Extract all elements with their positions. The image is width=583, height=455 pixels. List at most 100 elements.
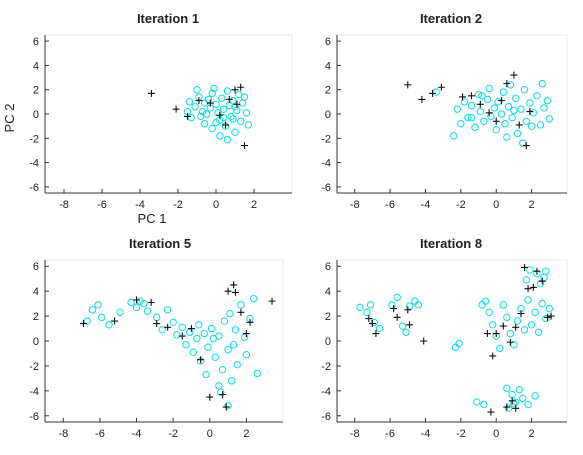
cyan-circle-point — [105, 321, 113, 329]
y-tick-label: 4 — [33, 286, 39, 298]
plus-marker-point — [195, 97, 203, 105]
cyan-circle-point — [515, 385, 523, 394]
cyan-circle-point — [467, 101, 476, 110]
y-tick-label: -4 — [321, 158, 331, 170]
plus-marker-point — [206, 99, 214, 107]
x-tick-label: -6 — [97, 199, 107, 211]
cyan-circle-point — [370, 318, 378, 327]
cyan-circle-point — [238, 99, 247, 107]
x-tick-label: -4 — [421, 428, 431, 440]
plus-marker-point — [365, 315, 373, 323]
cyan-circle-point — [529, 109, 538, 117]
cyan-circle-point — [488, 321, 497, 329]
x-tick-label: 0 — [493, 199, 499, 211]
cyan-circle-point — [536, 279, 545, 288]
cyan-circle-point — [116, 308, 124, 317]
x-tick-label: -8 — [350, 428, 360, 440]
plus-marker-point — [522, 142, 530, 150]
cyan-circle-point — [522, 117, 531, 125]
panel-title: Iteration 1 — [137, 11, 199, 26]
cyan-circle-point — [473, 398, 481, 406]
plus-marker-point — [231, 288, 239, 296]
plus-marker-point — [111, 317, 119, 325]
plus-marker-point — [533, 267, 541, 275]
plus-marker-point — [547, 312, 555, 320]
cyan-circle-point — [94, 301, 102, 309]
cyan-circle-point — [478, 92, 486, 100]
cyan-circle-point — [209, 334, 218, 343]
plus-marker-point — [418, 95, 426, 103]
cyan-circle-point — [223, 87, 232, 95]
plus-marker-point — [233, 100, 241, 108]
cyan-circle-point — [499, 301, 508, 309]
x-tick-label: -6 — [385, 428, 395, 440]
panel-title: Iteration 5 — [129, 236, 191, 251]
cyan-circle-point — [414, 301, 423, 309]
cyan-circle-point — [511, 94, 520, 102]
cyan-circle-point — [211, 353, 219, 361]
y-axis-label: PC 2 — [2, 104, 17, 133]
cyan-circle-point — [450, 132, 458, 140]
cyan-circle-point — [504, 404, 513, 412]
cyan-circle-point — [202, 110, 211, 118]
cyan-circle-point — [195, 321, 203, 329]
x-tick-label: 2 — [529, 199, 535, 211]
cyan-circle-point — [520, 326, 529, 334]
plus-marker-point — [178, 332, 186, 340]
x-tick-label: -2 — [168, 428, 178, 440]
cyan-circle-point — [534, 328, 543, 336]
cyan-circle-point — [193, 85, 201, 94]
cyan-circle-point — [356, 303, 364, 312]
plus-marker-point — [153, 320, 161, 328]
y-tick-label: -4 — [321, 386, 331, 398]
plus-marker-point — [147, 298, 155, 306]
plus-marker-point — [231, 86, 239, 94]
x-axis-label: PC 1 — [138, 211, 167, 226]
plus-marker-point — [508, 397, 516, 405]
plus-marker-point — [372, 330, 380, 338]
cyan-circle-point — [237, 117, 245, 125]
x-tick-label: -8 — [350, 199, 360, 211]
cyan-circle-point — [455, 339, 463, 348]
cyan-circle-point — [520, 85, 529, 94]
cyan-circle-point — [506, 81, 515, 89]
x-ticks: -8 -6 -4 -2 0 2 — [59, 189, 257, 211]
cyan-circle-point — [140, 299, 148, 308]
plus-marker-point — [420, 337, 428, 345]
plus-marker-point — [393, 313, 401, 321]
cyan-circle-point — [531, 392, 539, 400]
cyan-circle-point — [224, 346, 232, 354]
y-tick-label: 0 — [33, 336, 39, 348]
plus-marker-point — [521, 263, 529, 271]
cyan-circle-point — [218, 365, 227, 374]
cyan-circle-point — [453, 105, 462, 113]
cyan-circle-point — [480, 117, 488, 125]
cyan-circle-point — [229, 341, 238, 349]
plus-marker-point — [503, 403, 511, 411]
y-tick-label: -6 — [29, 182, 39, 194]
plus-marker-point — [489, 352, 497, 360]
cyan-circle-point — [545, 115, 554, 123]
plus-marker-point — [147, 89, 155, 97]
y-tick-label: 0 — [33, 109, 39, 121]
cyan-circle-point — [497, 110, 506, 118]
cyan-circle-point — [517, 105, 525, 113]
panel-iteration-1: Iteration 1 -8 -6 -4 -2 0 2 -6 -4 -2 0 2 4 6 PC 1 P… — [2, 11, 293, 226]
cyan-circle-point — [229, 115, 237, 123]
cyan-circle-point — [527, 122, 536, 130]
cyan-circle-point — [540, 104, 548, 112]
x-tick-label: -2 — [456, 428, 466, 440]
plus-marker-point — [498, 97, 506, 105]
x-tick-label: -2 — [456, 199, 466, 211]
cyan-circle-point — [526, 266, 534, 274]
cyan-circle-point — [88, 306, 97, 314]
cyan-circle-point — [132, 303, 141, 312]
cyan-circle-point — [508, 113, 516, 122]
cyan-circle-point — [542, 267, 550, 275]
data-marks — [356, 263, 555, 416]
cyan-circle-point — [178, 323, 187, 331]
plus-marker-point — [246, 318, 254, 326]
panel-title: Iteration 2 — [420, 11, 482, 26]
cyan-circle-point — [504, 103, 513, 111]
